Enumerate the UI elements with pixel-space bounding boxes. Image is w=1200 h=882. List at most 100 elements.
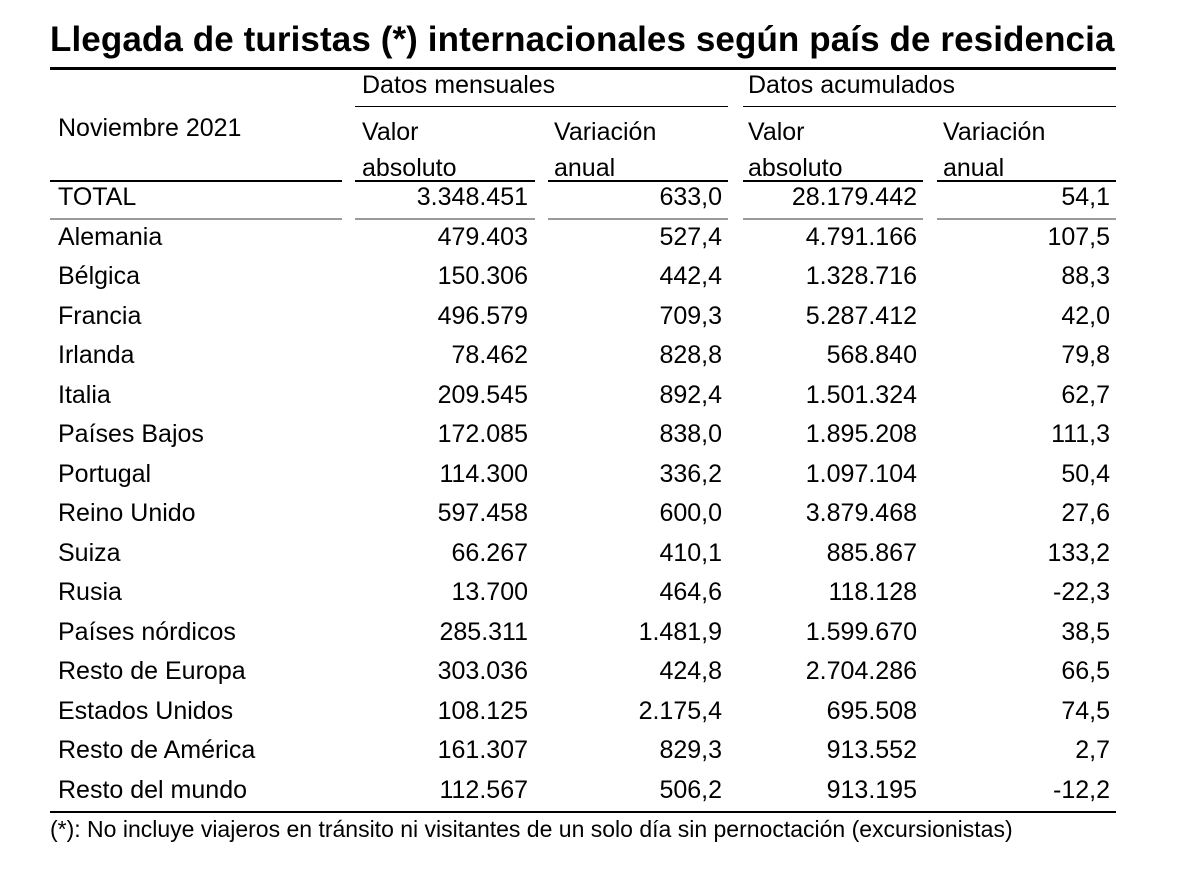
monthly-value: 78.462	[451, 341, 528, 369]
cumulative-value: 3.879.468	[805, 499, 917, 527]
header-rule-col3	[743, 180, 923, 182]
cumulative-value: 1.599.670	[805, 618, 917, 646]
col-header-monthly-value: Valor absoluto	[362, 114, 457, 186]
col-header-line: Valor	[748, 118, 805, 146]
table-title: Llegada de turistas (*) internacionales …	[50, 20, 1115, 59]
cumulative-variation: 79,8	[1061, 341, 1110, 369]
col-header-monthly-variation: Variación anual	[554, 114, 656, 186]
total-label: TOTAL	[58, 183, 137, 211]
cumulative-value: 568.840	[826, 341, 917, 369]
period-label: Noviembre 2021	[58, 114, 242, 142]
cumulative-variation: 42,0	[1061, 302, 1110, 330]
monthly-value: 496.579	[437, 302, 528, 330]
col-header-line: absoluto	[748, 154, 843, 182]
footnote: (*): No incluye viajeros en tránsito ni …	[50, 816, 1013, 842]
total-monthly-variation: 633,0	[659, 183, 722, 211]
col-header-line: Valor	[362, 118, 419, 146]
monthly-value: 479.403	[437, 223, 528, 251]
cumulative-variation: 111,3	[1051, 420, 1110, 448]
monthly-variation: 1.481,9	[638, 618, 722, 646]
row-label: Irlanda	[58, 341, 135, 369]
cumulative-variation: 2,7	[1075, 736, 1110, 764]
header-rule-col4	[937, 180, 1116, 182]
monthly-variation: 424,8	[659, 657, 722, 685]
monthly-value: 285.311	[439, 618, 528, 646]
group-underline-monthly	[355, 106, 728, 107]
row-label: Países Bajos	[58, 420, 204, 448]
monthly-variation: 442,4	[659, 262, 722, 290]
col-header-line: absoluto	[362, 154, 457, 182]
monthly-variation: 464,6	[659, 578, 722, 606]
cumulative-variation: 74,5	[1061, 697, 1110, 725]
cumulative-value: 1.328.716	[805, 262, 917, 290]
monthly-variation: 2.175,4	[638, 697, 722, 725]
row-label: Suiza	[58, 539, 121, 567]
header-rule-col1	[355, 180, 535, 182]
cumulative-value: 913.552	[826, 736, 917, 764]
col-header-line: Variación	[554, 118, 657, 146]
cumulative-variation: 38,5	[1061, 618, 1110, 646]
row-label: Reino Unido	[58, 499, 196, 527]
total-monthly-value: 3.348.451	[416, 183, 528, 211]
row-label: Italia	[58, 381, 111, 409]
row-label: Resto de América	[58, 736, 256, 764]
monthly-variation: 838,0	[659, 420, 722, 448]
row-label: Resto del mundo	[58, 776, 248, 804]
monthly-variation: 828,8	[659, 341, 722, 369]
monthly-variation: 829,3	[659, 736, 722, 764]
cumulative-variation: 27,6	[1061, 499, 1110, 527]
cumulative-variation: 66,5	[1061, 657, 1110, 685]
group-underline-cumulative	[743, 106, 1116, 107]
group-header-monthly: Datos mensuales	[362, 71, 556, 99]
cumulative-variation: -22,3	[1053, 578, 1110, 606]
top-rule	[50, 67, 1116, 70]
monthly-value: 114.300	[439, 460, 528, 488]
col-header-cumulative-value: Valor absoluto	[748, 114, 843, 186]
monthly-value: 66.267	[451, 539, 528, 567]
cumulative-variation: -12,2	[1053, 776, 1110, 804]
cumulative-value: 1.895.208	[805, 420, 917, 448]
header-rule-col2	[548, 180, 728, 182]
monthly-value: 161.307	[437, 736, 528, 764]
row-label: Portugal	[58, 460, 152, 488]
col-header-line: anual	[554, 154, 616, 182]
bottom-rule	[50, 811, 1116, 813]
col-header-line: anual	[943, 154, 1005, 182]
monthly-value: 209.545	[437, 381, 528, 409]
monthly-value: 172.085	[437, 420, 528, 448]
cumulative-value: 2.704.286	[805, 657, 917, 685]
group-header-cumulative: Datos acumulados	[748, 71, 956, 99]
total-rule-col1	[355, 218, 535, 220]
monthly-variation: 600,0	[659, 499, 722, 527]
monthly-value: 112.567	[439, 776, 528, 804]
total-rule-col2	[548, 218, 728, 220]
row-label: Bélgica	[58, 262, 140, 290]
monthly-value: 597.458	[437, 499, 528, 527]
cumulative-variation: 62,7	[1061, 381, 1110, 409]
col-header-line: Variación	[943, 118, 1046, 146]
row-label: Alemania	[58, 223, 163, 251]
monthly-value: 303.036	[437, 657, 528, 685]
cumulative-value: 5.287.412	[805, 302, 917, 330]
monthly-variation: 709,3	[659, 302, 722, 330]
row-label: Países nórdicos	[58, 618, 236, 646]
total-rule-col4	[937, 218, 1116, 220]
total-cumulative-variation: 54,1	[1061, 183, 1110, 211]
row-label: Rusia	[58, 578, 122, 606]
cumulative-value: 1.097.104	[805, 460, 917, 488]
monthly-value: 150.306	[437, 262, 528, 290]
cumulative-variation: 50,4	[1061, 460, 1110, 488]
row-label: Estados Unidos	[58, 697, 234, 725]
monthly-variation: 527,4	[659, 223, 722, 251]
cumulative-value: 913.195	[826, 776, 917, 804]
monthly-variation: 336,2	[659, 460, 722, 488]
cumulative-value: 695.508	[826, 697, 917, 725]
header-rule-label	[50, 180, 342, 182]
cumulative-value: 1.501.324	[805, 381, 917, 409]
row-label: Resto de Europa	[58, 657, 246, 685]
total-rule-label	[50, 218, 342, 220]
monthly-variation: 892,4	[659, 381, 722, 409]
cumulative-variation: 88,3	[1061, 262, 1110, 290]
monthly-value: 13.700	[451, 578, 528, 606]
cumulative-value: 885.867	[826, 539, 917, 567]
